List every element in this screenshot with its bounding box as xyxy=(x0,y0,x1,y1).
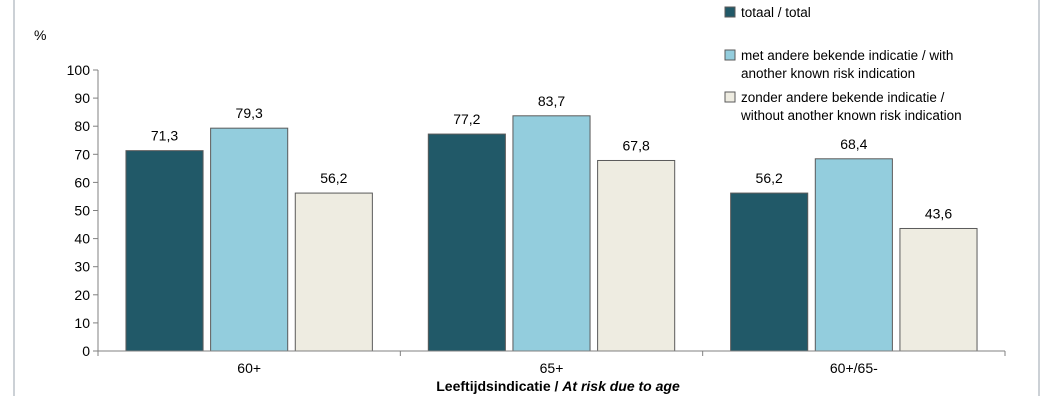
bar xyxy=(512,115,591,352)
x-tick-label: 65+ xyxy=(540,360,564,376)
x-tick-label: 60+/65- xyxy=(830,360,878,376)
x-tick-label: 60+ xyxy=(237,360,261,376)
y-tick-label: 0 xyxy=(82,343,90,359)
data-labels: 71,3 79,3 56,2 77,2 83,7 67,8 56,2 68,4 43,6 xyxy=(151,93,952,222)
chart-title-fragment xyxy=(150,0,620,4)
y-tick-label: 90 xyxy=(74,90,90,106)
bars xyxy=(125,115,978,352)
data-label: 43,6 xyxy=(925,205,952,221)
data-label: 67,8 xyxy=(623,137,650,153)
y-tick-label: 30 xyxy=(74,259,90,275)
data-label: 79,3 xyxy=(236,105,263,121)
y-tick-label: 70 xyxy=(74,146,90,162)
y-tick-label: 100 xyxy=(67,62,91,78)
legend-swatch xyxy=(724,49,736,61)
x-axis-label-italic: At risk due to age xyxy=(561,378,680,394)
legend-label: without another known risk indication xyxy=(740,108,962,123)
legend-swatch xyxy=(724,91,736,103)
bar xyxy=(597,159,676,352)
data-label: 71,3 xyxy=(151,128,178,144)
legend: totaal / total met andere bekende indicat… xyxy=(724,5,962,123)
y-tick-label: 10 xyxy=(74,315,90,331)
bar xyxy=(814,158,893,352)
x-axis-label: Leeftijdsindicatie / At risk due to age xyxy=(436,378,680,394)
bar xyxy=(294,192,373,352)
bar xyxy=(210,127,289,352)
y-tick-label: 60 xyxy=(74,174,90,190)
data-label: 56,2 xyxy=(756,170,783,186)
data-label: 56,2 xyxy=(320,170,347,186)
y-tick-label: 80 xyxy=(74,118,90,134)
bar xyxy=(125,150,204,352)
y-tick-label: 50 xyxy=(74,203,90,219)
x-axis-label-regular: Leeftijdsindicatie / xyxy=(436,378,562,394)
data-label: 68,4 xyxy=(840,136,867,152)
bar xyxy=(427,133,506,352)
y-axis: 0 10 20 30 40 50 60 70 80 90 100 xyxy=(67,62,99,359)
data-label: 83,7 xyxy=(538,93,565,109)
bar xyxy=(899,227,978,352)
legend-label: met andere bekende indicatie / with xyxy=(741,48,953,63)
y-axis-label: % xyxy=(34,27,46,43)
y-tick-label: 20 xyxy=(74,287,90,303)
legend-label: another known risk indication xyxy=(741,66,915,81)
y-tick-label: 40 xyxy=(74,231,90,247)
legend-label: zonder andere bekende indicatie / xyxy=(741,90,945,105)
data-label: 77,2 xyxy=(453,111,480,127)
bar xyxy=(730,192,809,352)
x-axis: 60+ 65+ 60+/65- xyxy=(97,350,1006,376)
legend-swatch xyxy=(724,6,736,18)
legend-label: totaal / total xyxy=(741,5,811,20)
